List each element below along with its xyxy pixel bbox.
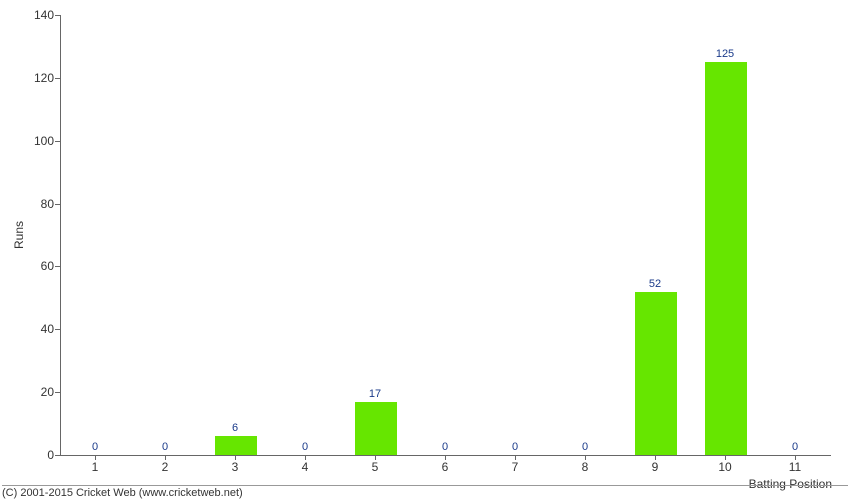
bar-value-label: 125 xyxy=(716,48,734,60)
x-tick-label: 2 xyxy=(162,460,169,474)
y-tick-label: 40 xyxy=(14,322,54,336)
copyright-text: (C) 2001-2015 Cricket Web (www.cricketwe… xyxy=(2,485,848,499)
x-tick-label: 3 xyxy=(232,460,239,474)
bar-value-label: 0 xyxy=(442,441,448,453)
x-tick-label: 6 xyxy=(442,460,449,474)
bar xyxy=(705,62,747,455)
bar xyxy=(635,292,677,455)
y-tick-mark xyxy=(55,266,60,267)
x-tick-label: 8 xyxy=(582,460,589,474)
bar-value-label: 0 xyxy=(162,441,168,453)
y-tick-mark xyxy=(55,455,60,456)
y-tick-label: 60 xyxy=(14,259,54,273)
y-tick-label: 100 xyxy=(14,134,54,148)
bar-value-label: 6 xyxy=(232,422,238,434)
bar-value-label: 0 xyxy=(792,441,798,453)
x-tick-label: 4 xyxy=(302,460,309,474)
bar-value-label: 17 xyxy=(369,388,381,400)
bar-value-label: 0 xyxy=(512,441,518,453)
x-tick-label: 1 xyxy=(92,460,99,474)
y-tick-label: 80 xyxy=(14,197,54,211)
bar-value-label: 0 xyxy=(582,441,588,453)
y-tick-label: 140 xyxy=(14,8,54,22)
y-tick-mark xyxy=(55,15,60,16)
x-tick-label: 10 xyxy=(718,460,731,474)
y-tick-mark xyxy=(55,141,60,142)
y-tick-mark xyxy=(55,204,60,205)
x-tick-label: 9 xyxy=(652,460,659,474)
bar-value-label: 0 xyxy=(302,441,308,453)
y-tick-mark xyxy=(55,329,60,330)
bar-value-label: 0 xyxy=(92,441,98,453)
bar xyxy=(355,402,397,455)
x-tick-label: 11 xyxy=(789,460,801,474)
bar-value-label: 52 xyxy=(649,278,661,290)
y-tick-label: 0 xyxy=(14,448,54,462)
chart-container: Runs Batting Position (C) 2001-2015 Cric… xyxy=(0,0,850,500)
y-tick-mark xyxy=(55,392,60,393)
x-tick-label: 5 xyxy=(372,460,379,474)
y-tick-label: 20 xyxy=(14,385,54,399)
x-tick-label: 7 xyxy=(512,460,519,474)
y-axis-label: Runs xyxy=(12,221,26,249)
bar xyxy=(215,436,257,455)
plot-area xyxy=(60,15,831,456)
y-tick-label: 120 xyxy=(14,71,54,85)
y-tick-mark xyxy=(55,78,60,79)
